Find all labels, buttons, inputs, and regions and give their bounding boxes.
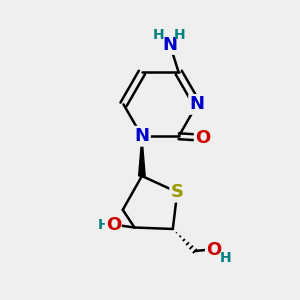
Text: H: H xyxy=(219,251,231,266)
Text: N: N xyxy=(162,35,177,53)
Text: H: H xyxy=(98,218,109,232)
Text: O: O xyxy=(206,241,222,259)
Text: N: N xyxy=(134,127,149,145)
Text: O: O xyxy=(195,129,211,147)
Text: S: S xyxy=(171,183,184,201)
Text: H: H xyxy=(173,28,185,42)
Text: H: H xyxy=(153,28,164,42)
Text: N: N xyxy=(190,95,205,113)
Polygon shape xyxy=(139,136,145,176)
Text: O: O xyxy=(106,216,121,234)
